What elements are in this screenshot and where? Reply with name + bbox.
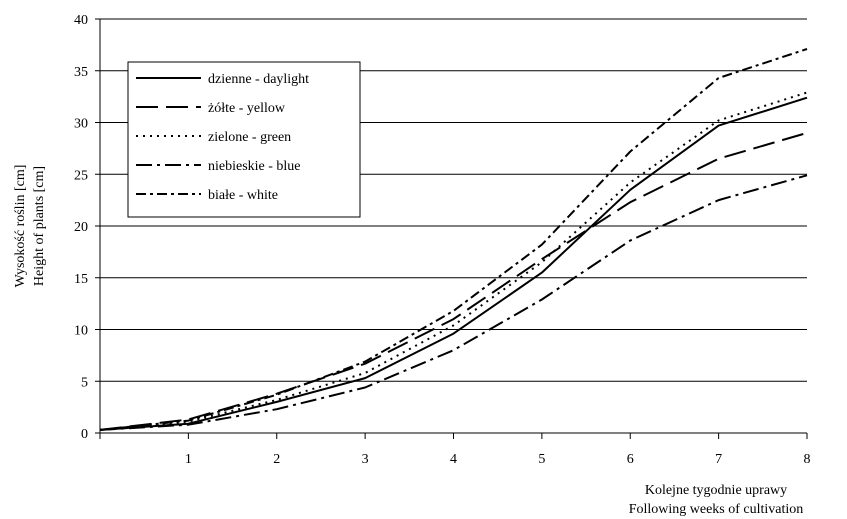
y-tick-label: 15	[74, 272, 88, 287]
x-tick-label: 3	[362, 452, 369, 467]
y-tick-label: 10	[74, 324, 88, 339]
legend: dzienne - daylight żółte - yellow zielone …	[127, 61, 361, 218]
x-tick-label: 5	[538, 452, 545, 467]
x-tick-label: 1	[185, 452, 192, 467]
x-axis-title-line-1: Kolejne tygodnie uprawy	[645, 483, 787, 498]
y-tick-labels: 0 5 10 15 20 25 30 35 40	[74, 13, 100, 442]
x-tick-label: 8	[804, 452, 811, 467]
series-line-2	[99, 91, 808, 431]
series-line-3	[99, 174, 808, 431]
legend-label-1: żółte - yellow	[208, 101, 286, 116]
x-tick-label: 7	[715, 452, 722, 467]
x-tick-label: 6	[627, 452, 634, 467]
series-line-1	[99, 131, 808, 431]
y-axis-title-line-1: Wysokość roślin [cm]	[13, 165, 28, 288]
y-tick-label: 20	[74, 220, 88, 235]
y-axis-title-line-2: Height of plants [cm]	[32, 166, 47, 286]
x-axis-title-line-2: Following weeks of cultivation	[629, 502, 804, 517]
y-tick-label: 40	[74, 13, 88, 28]
y-tick-label: 0	[81, 427, 88, 442]
x-tick-label: 2	[273, 452, 280, 467]
y-tick-label: 35	[74, 65, 88, 80]
y-tick-label: 25	[74, 168, 88, 183]
legend-label-3: niebieskie - blue	[208, 159, 301, 174]
y-tick-label: 5	[81, 375, 88, 390]
legend-label-4: białe - white	[208, 188, 278, 203]
series-line-0	[99, 96, 808, 431]
series-lines	[99, 48, 808, 431]
x-tick-labels: 1 2 3 4 5 6 7 8	[99, 433, 811, 467]
legend-box	[127, 61, 361, 218]
series-line-4	[99, 48, 808, 431]
legend-label-2: zielone - green	[208, 130, 291, 145]
legend-label-0: dzienne - daylight	[208, 72, 309, 87]
y-tick-label: 30	[74, 117, 88, 132]
x-tick-label: 4	[450, 452, 457, 467]
